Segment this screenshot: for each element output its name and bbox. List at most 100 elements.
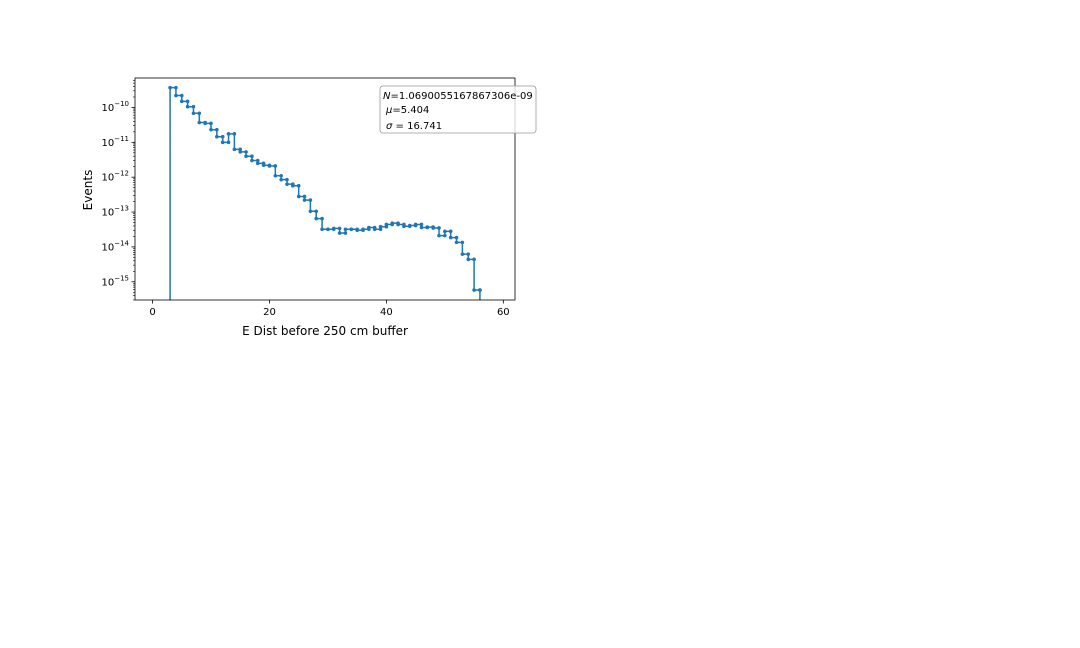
y-axis-ticks: 10−10 10−11 10−12 10−13 10−14 10−15: [101, 80, 135, 301]
data-point-step: [238, 147, 243, 152]
data-point-step: [244, 150, 248, 154]
data-point: [320, 227, 324, 232]
data-point-step: [250, 154, 254, 158]
data-point: [185, 104, 190, 109]
data-point-step: [378, 227, 383, 232]
data-point: [337, 231, 342, 235]
data-point-step: [308, 198, 313, 202]
data-point-step: [209, 121, 213, 126]
data-point-step: [255, 158, 260, 163]
data-point: [437, 233, 441, 238]
data-point-step: [261, 161, 266, 166]
data-point-step: [437, 226, 441, 230]
data-point: [215, 134, 219, 139]
data-point: [168, 85, 172, 90]
data-point: [454, 240, 459, 245]
stats-n-line: N=1.0690055167867306e-09: [383, 91, 533, 102]
data-point-step: [413, 223, 418, 228]
x-tick-label: 0: [149, 307, 155, 318]
y-tick-label: 10−15: [101, 274, 129, 288]
data-point-step: [390, 222, 395, 227]
data-point-step: [291, 182, 295, 186]
stats-legend: N=1.0690055167867306e-09 μ=5.404 σ = 16.…: [379, 85, 537, 134]
data-point-step: [220, 134, 225, 139]
data-point-step: [466, 252, 471, 256]
data-point: [443, 229, 447, 234]
data-point-step: [314, 209, 319, 214]
data-point: [378, 224, 383, 229]
data-point-step: [460, 240, 465, 245]
data-point-step: [302, 194, 307, 199]
data-point-step: [174, 85, 178, 90]
data-point: [285, 182, 289, 186]
x-tick-label: 20: [263, 307, 276, 318]
data-point: [174, 93, 178, 98]
data-point: [460, 252, 465, 256]
data-point-step: [349, 227, 354, 232]
data-point: [197, 120, 202, 125]
data-point-step: [273, 164, 278, 168]
data-point: [244, 154, 248, 158]
stats-mu-value: =5.404: [392, 105, 429, 116]
data-point: [238, 150, 243, 154]
stats-mu-line: μ=5.404: [385, 105, 429, 116]
data-point: [302, 198, 307, 202]
data-point: [296, 194, 301, 199]
data-point-step: [367, 227, 371, 232]
stats-n-label: N: [383, 91, 391, 102]
y-tick-label: 10−14: [101, 239, 129, 253]
x-axis-ticks: 0 20 40 60: [149, 300, 510, 318]
data-point-step: [402, 222, 406, 227]
data-point-step: [396, 221, 400, 225]
y-tick-label: 10−11: [101, 135, 129, 149]
series-layer: [168, 85, 482, 300]
data-point-step: [343, 231, 348, 235]
data-point-step: [372, 225, 377, 230]
data-point: [273, 173, 278, 178]
stats-n-value: =1.0690055167867306e-09: [390, 91, 532, 102]
data-point-step: [407, 224, 412, 229]
y-axis-label: Events: [81, 170, 95, 211]
stats-sigma-label: σ: [386, 121, 393, 132]
data-point-step: [326, 227, 330, 232]
data-point-step: [185, 99, 190, 104]
data-point-step: [472, 257, 476, 262]
stats-sigma-value: = 16.741: [392, 121, 442, 132]
data-point-step: [226, 140, 231, 145]
stats-mu-label: μ: [385, 105, 392, 116]
y-tick-label: 10−12: [101, 170, 129, 184]
data-point: [191, 111, 196, 116]
y-tick-label: 10−13: [101, 205, 129, 219]
data-point-step: [419, 222, 424, 227]
stats-sigma-line: σ = 16.741: [386, 121, 442, 132]
data-point-step: [448, 229, 453, 234]
data-point: [179, 99, 184, 104]
data-point-step: [355, 227, 359, 232]
data-point-step: [454, 235, 459, 240]
data-point: [419, 225, 424, 230]
data-point-step: [203, 120, 207, 125]
data-point: [343, 227, 348, 232]
data-point: [250, 158, 254, 163]
data-point-step: [279, 173, 283, 178]
data-point: [220, 140, 225, 145]
x-axis-label: E Dist before 250 cm buffer: [242, 324, 408, 338]
data-point-step: [337, 226, 342, 231]
data-point-step: [331, 227, 336, 232]
data-point: [279, 177, 283, 182]
data-point-step: [361, 228, 365, 233]
x-tick-label: 60: [497, 307, 510, 318]
data-point-step: [232, 132, 237, 136]
data-point-step: [191, 104, 196, 109]
data-point-step: [425, 225, 430, 230]
data-point: [226, 132, 231, 136]
data-point: [466, 257, 471, 262]
data-point-step: [320, 216, 324, 221]
data-point-step: [215, 127, 219, 132]
data-point: [472, 288, 476, 292]
data-point: [255, 161, 260, 166]
stats-legend-box: [379, 85, 537, 134]
data-point: [308, 209, 313, 214]
